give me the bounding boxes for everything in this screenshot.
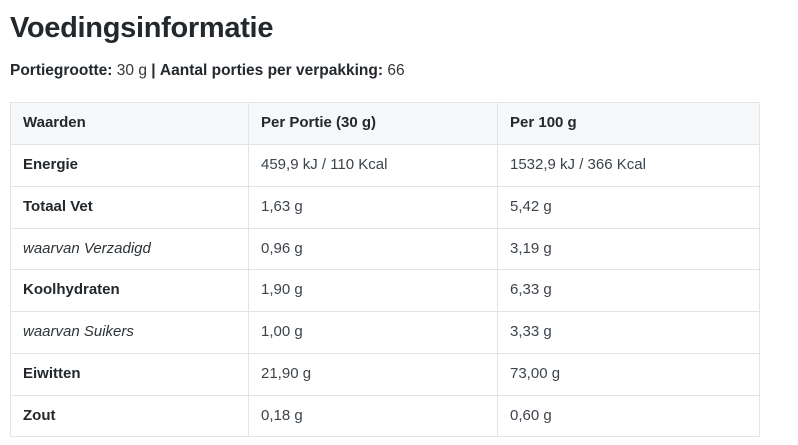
column-header-per-portie: Per Portie (30 g) <box>248 102 498 146</box>
per-100g-value-cell: 3,33 g <box>497 311 760 354</box>
servings-per-pack-label: Aantal porties per verpakking: <box>159 62 384 80</box>
page-title: Voedingsinformatie <box>10 12 274 44</box>
column-header-per-100g: Per 100 g <box>497 102 760 146</box>
per-portie-value-cell: 0,18 g <box>248 394 498 438</box>
per-100g-value-cell: 3,19 g <box>497 227 760 271</box>
nutrient-name-cell: waarvan Verzadigd <box>10 227 249 271</box>
nutrient-name-cell: Eiwitten <box>10 352 249 396</box>
table-row: Koolhydraten 1,90 g 6,33 g <box>10 269 760 313</box>
per-100g-value-cell: 6,33 g <box>497 269 760 313</box>
per-100g-value-cell: 0,60 g <box>497 394 760 438</box>
per-portie-value-cell: 1,00 g <box>248 311 498 354</box>
servings-per-pack-value: 66 <box>387 62 405 80</box>
column-header-waarden: Waarden <box>10 102 249 146</box>
per-portie-value-cell: 21,90 g <box>248 352 498 396</box>
nutrition-table: Waarden Per Portie (30 g) Per 100 g Ener… <box>10 102 760 438</box>
serving-info-line: Portiegrootte: 30 g | Aantal porties per… <box>10 62 788 80</box>
portion-size-label: Portiegrootte: <box>10 62 113 80</box>
table-row: waarvan Verzadigd 0,96 g 3,19 g <box>10 227 760 271</box>
per-portie-value-cell: 459,9 kJ / 110 Kcal <box>248 144 498 187</box>
nutrient-name-cell: Energie <box>10 144 249 187</box>
table-header-row: Waarden Per Portie (30 g) Per 100 g <box>10 102 760 146</box>
table-row: Zout 0,18 g 0,60 g <box>10 394 760 438</box>
table-row: Totaal Vet 1,63 g 5,42 g <box>10 185 760 229</box>
nutrition-table-body: Energie 459,9 kJ / 110 Kcal 1532,9 kJ / 36… <box>10 144 760 438</box>
portion-size-value: 30 g <box>116 62 147 80</box>
per-100g-value-cell: 5,42 g <box>497 185 760 229</box>
nutrient-name-cell: waarvan Suikers <box>10 311 249 354</box>
per-portie-value-cell: 1,90 g <box>248 269 498 313</box>
per-100g-value-cell: 1532,9 kJ / 366 Kcal <box>497 144 760 187</box>
nutrient-name-cell: Totaal Vet <box>10 185 249 229</box>
nutrient-name-cell: Koolhydraten <box>10 269 249 313</box>
nutrient-name-cell: Zout <box>10 394 249 438</box>
table-row: Energie 459,9 kJ / 110 Kcal 1532,9 kJ / 36… <box>10 144 760 187</box>
per-portie-value-cell: 0,96 g <box>248 227 498 271</box>
table-row: waarvan Suikers 1,00 g 3,33 g <box>10 311 760 354</box>
per-portie-value-cell: 1,63 g <box>248 185 498 229</box>
table-row: Eiwitten 21,90 g 73,00 g <box>10 352 760 396</box>
serving-separator: | <box>151 62 156 80</box>
per-100g-value-cell: 73,00 g <box>497 352 760 396</box>
